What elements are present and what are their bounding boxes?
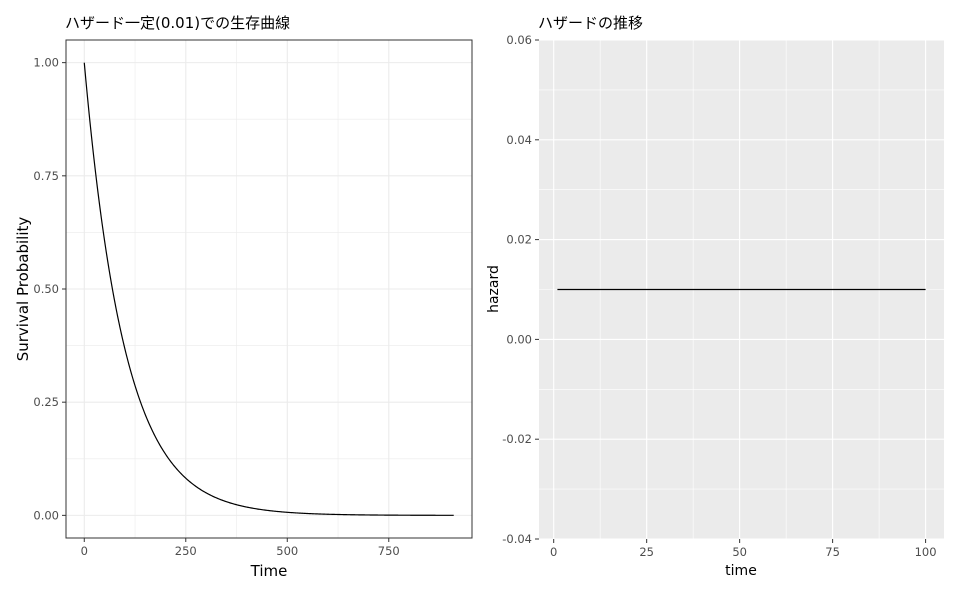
y-tick-label: 0.00: [506, 332, 532, 346]
survival-plot-border: [65, 39, 473, 539]
y-tick-label: 0.25: [33, 395, 59, 409]
y-tick-label: 0.75: [33, 169, 59, 183]
hazard-plot-x-axis: 0 25 50 75 100: [550, 539, 937, 559]
survival-plot-y-axis: 0.00 0.25 0.50 0.75 1.00: [33, 56, 66, 522]
survival-plot-grid: [66, 40, 472, 538]
y-tick-label: 0.04: [506, 133, 532, 147]
x-tick-label: 0: [81, 544, 88, 558]
survival-plot: ハザード一定(0.01)での生存曲線 0 250 500 750 0.000.250.…: [14, 14, 473, 580]
y-tick-label: 0.06: [506, 33, 532, 47]
x-tick-label: 50: [732, 545, 747, 559]
y-tick-label: 0.02: [506, 233, 532, 247]
x-tick-label: 750: [378, 544, 400, 558]
hazard-plot-y-label: hazard: [486, 265, 502, 313]
y-tick-label: 0.50: [33, 282, 59, 296]
hazard-plot-title: ハザードの推移: [538, 14, 643, 32]
x-tick-label: 500: [276, 544, 298, 558]
hazard-plot-x-label: time: [725, 563, 757, 579]
y-tick-label: -0.02: [502, 432, 532, 446]
y-tick-label: 0.00: [33, 508, 59, 522]
survival-curve-line: [83, 62, 454, 516]
hazard-plot-y-axis: -0.04 -0.02 0.00 0.02 0.04 0.06: [502, 33, 539, 546]
hazard-plot: ハザードの推移 0 25 50 75 100 -0.04 -0.02 0.00 0.02 0.0…: [486, 14, 944, 579]
y-tick-label: 1.00: [33, 56, 59, 70]
survival-plot-x-axis: 0 250 500 750: [81, 538, 400, 558]
x-tick-label: 100: [915, 545, 937, 559]
survival-plot-x-label: Time: [250, 562, 288, 580]
survival-plot-title: ハザード一定(0.01)での生存曲線: [65, 14, 290, 32]
x-tick-label: 75: [825, 545, 840, 559]
x-tick-label: 250: [175, 544, 197, 558]
x-tick-label: 25: [639, 545, 654, 559]
x-tick-label: 0: [550, 545, 557, 559]
survival-plot-y-label: Survival Probability: [14, 217, 32, 362]
y-tick-label: -0.04: [502, 532, 532, 546]
